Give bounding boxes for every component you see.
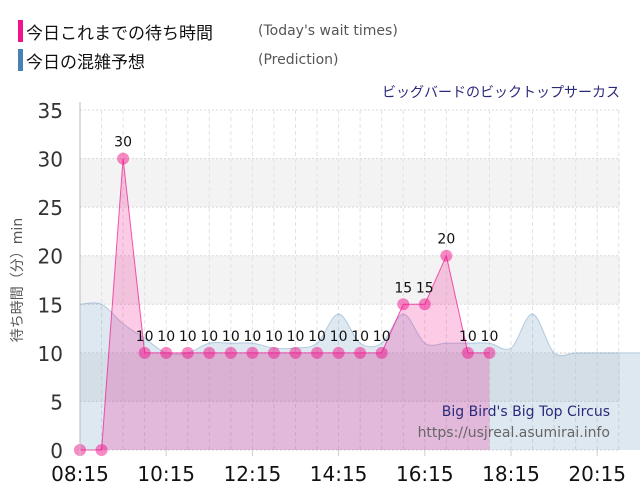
data-label: 10	[200, 329, 218, 345]
data-point[interactable]	[160, 346, 173, 359]
legend-prediction-label-jp: 今日の混雑予想	[26, 52, 145, 73]
legend-actual: 今日これまでの待ち時間 (Today's wait times)	[18, 19, 398, 44]
watermark-title: Big Bird's Big Top Circus	[442, 404, 610, 420]
plot-band	[80, 158, 620, 208]
legend-prediction: 今日の混雑予想 (Prediction)	[18, 48, 339, 73]
prediction-area	[80, 302, 640, 450]
plot-bands	[80, 110, 620, 450]
data-label: 10	[265, 329, 283, 345]
actual-area	[80, 158, 490, 451]
data-label: 10	[459, 329, 477, 345]
data-label: 15	[394, 280, 412, 296]
plot-band	[80, 304, 620, 353]
y-tick-label: 30	[38, 148, 63, 172]
data-label: 10	[222, 329, 240, 345]
data-point[interactable]	[354, 346, 367, 359]
legend-actual-label-jp: 今日これまでの待ち時間	[26, 23, 213, 44]
x-tick-label: 18:15	[482, 462, 540, 486]
y-tick-label: 20	[38, 245, 63, 269]
data-label: 10	[287, 329, 305, 345]
data-point[interactable]	[138, 346, 151, 359]
axes: 0 5 10 15 20 25 30 35 08:15 10:15 12:15 14:15 16:15 1…	[38, 99, 626, 486]
data-label: 10	[157, 329, 175, 345]
x-tick-label: 20:15	[568, 462, 626, 486]
legend-actual-label-en: (Today's wait times)	[258, 23, 398, 39]
data-label: 10	[351, 329, 369, 345]
data-label: 10	[243, 329, 261, 345]
data-point[interactable]	[311, 346, 324, 359]
data-point[interactable]	[95, 444, 108, 456]
data-point[interactable]	[397, 298, 410, 311]
data-point[interactable]	[224, 346, 237, 359]
y-tick-label: 0	[50, 439, 63, 463]
y-tick-label: 35	[38, 99, 63, 123]
data-point[interactable]	[181, 346, 194, 359]
x-tick-label: 08:15	[51, 462, 109, 486]
plot-band	[80, 110, 620, 159]
plot-band	[80, 255, 620, 305]
data-label: 10	[136, 329, 154, 345]
data-point[interactable]	[483, 346, 496, 359]
data-label: 10	[481, 329, 499, 345]
data-label: 10	[308, 329, 326, 345]
data-point[interactable]	[117, 152, 130, 165]
prediction-series	[79, 302, 640, 450]
data-point[interactable]	[440, 249, 453, 262]
data-point[interactable]	[267, 346, 280, 359]
y-axis-label: 待ち時間（分）min	[10, 218, 26, 342]
data-label: 15	[416, 280, 434, 296]
plot-band	[80, 401, 620, 450]
data-label: 10	[373, 329, 391, 345]
data-point[interactable]	[375, 346, 388, 359]
x-tick-label: 14:15	[310, 462, 368, 486]
legend-actual-swatch	[18, 20, 23, 42]
data-label: 10	[330, 329, 348, 345]
plot-band	[80, 207, 620, 256]
data-point[interactable]	[461, 346, 474, 359]
legend-prediction-swatch	[18, 49, 23, 71]
data-point[interactable]	[203, 346, 216, 359]
x-tick-label: 10:15	[137, 462, 195, 486]
attraction-title: ビッグバードのビックトップサーカス	[382, 85, 620, 101]
x-tick-label: 12:15	[224, 462, 282, 486]
data-point[interactable]	[418, 298, 431, 311]
data-label: 10	[179, 329, 197, 345]
data-point[interactable]	[246, 346, 259, 359]
prediction-line	[79, 302, 640, 357]
y-tick-label: 25	[38, 196, 63, 220]
legend-prediction-label-en: (Prediction)	[258, 52, 339, 68]
data-label: 20	[437, 232, 455, 248]
y-tick-label: 15	[38, 293, 63, 317]
y-tick-label: 10	[38, 342, 63, 366]
y-tick-label: 5	[50, 390, 63, 414]
watermark-url: https://usjreal.asumirai.info	[418, 425, 610, 441]
data-point[interactable]	[332, 346, 345, 359]
x-tick-label: 16:15	[396, 462, 454, 486]
data-point[interactable]	[289, 346, 302, 359]
plot-band	[80, 352, 620, 402]
data-label: 30	[114, 135, 132, 151]
